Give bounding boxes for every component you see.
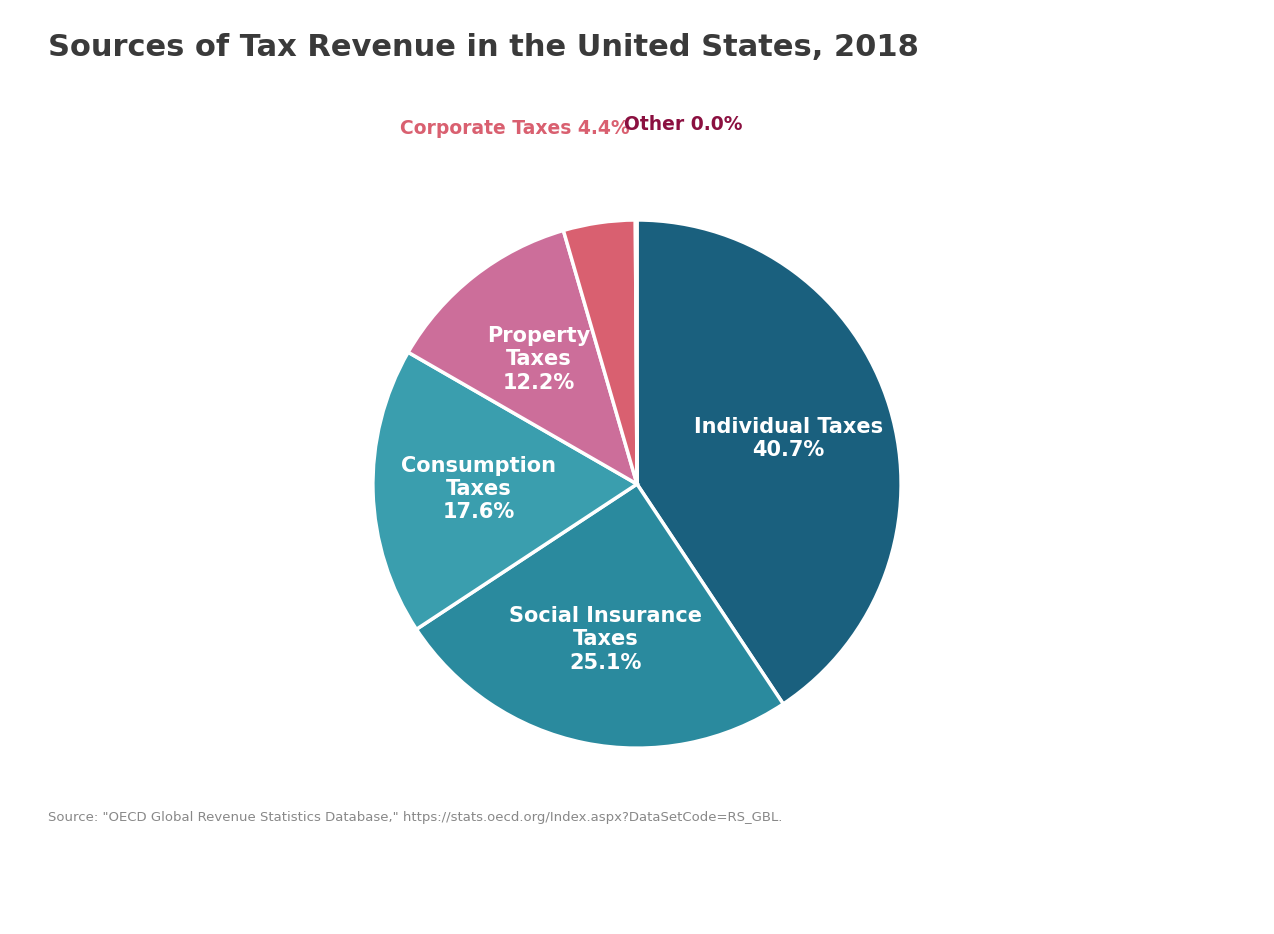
- Text: Social Insurance
Taxes
25.1%: Social Insurance Taxes 25.1%: [508, 606, 702, 672]
- Text: Individual Taxes
40.7%: Individual Taxes 40.7%: [694, 417, 883, 460]
- Text: @TaxFoundation: @TaxFoundation: [1098, 888, 1246, 907]
- Text: Corporate Taxes 4.4%: Corporate Taxes 4.4%: [400, 119, 629, 138]
- Wedge shape: [563, 220, 637, 484]
- Wedge shape: [417, 484, 784, 748]
- Text: Source: "OECD Global Revenue Statistics Database," https://stats.oecd.org/Index.: Source: "OECD Global Revenue Statistics …: [48, 811, 782, 824]
- Text: Other 0.0%: Other 0.0%: [624, 116, 743, 134]
- Text: Consumption
Taxes
17.6%: Consumption Taxes 17.6%: [401, 456, 557, 522]
- Wedge shape: [637, 220, 901, 704]
- Wedge shape: [636, 220, 637, 484]
- Text: Sources of Tax Revenue in the United States, 2018: Sources of Tax Revenue in the United Sta…: [48, 33, 920, 62]
- Text: Property
Taxes
12.2%: Property Taxes 12.2%: [488, 326, 591, 392]
- Wedge shape: [373, 352, 637, 630]
- Wedge shape: [408, 231, 637, 484]
- Text: TAX FOUNDATION: TAX FOUNDATION: [28, 887, 234, 908]
